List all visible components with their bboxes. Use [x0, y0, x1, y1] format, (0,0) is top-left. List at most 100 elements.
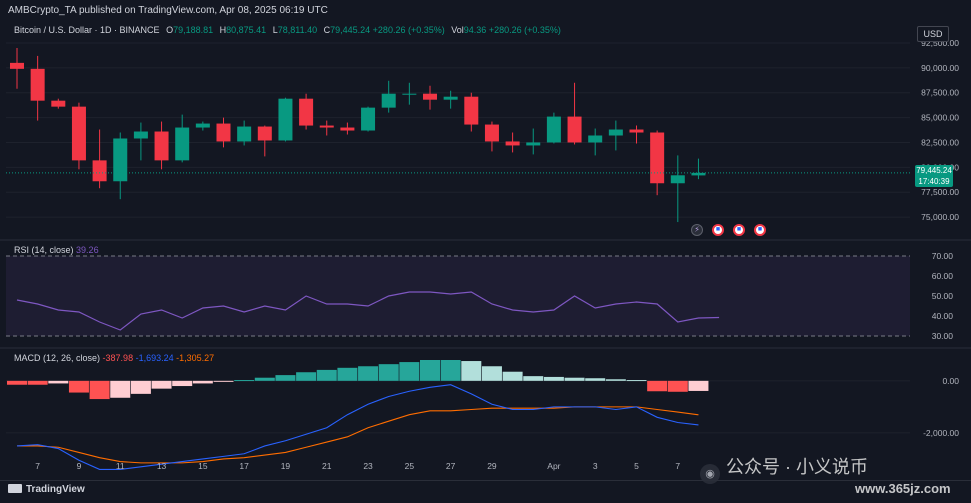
candle-body [464, 96, 479, 125]
macd-name: MACD (12, 26, close) [14, 353, 101, 363]
candle-body [588, 135, 603, 143]
candle-body [175, 127, 190, 161]
tradingview-logo-text: TradingView [26, 484, 85, 495]
rsi-band-fill [6, 256, 910, 336]
macd-histogram-bar [151, 380, 172, 389]
x-axis-tick: 13 [157, 461, 167, 471]
macd-histogram-bar [358, 366, 379, 381]
candle-body [505, 141, 520, 146]
rsi-axis-tick: 60.00 [932, 271, 954, 281]
x-axis-tick: 5 [634, 461, 639, 471]
macd-histogram-bar [254, 377, 275, 381]
candle-body [278, 98, 293, 141]
candle-body [443, 96, 458, 100]
candle-body [691, 172, 706, 176]
rsi-value: 39.26 [76, 245, 99, 255]
us-flag-event-icon[interactable]: ■ [733, 224, 745, 236]
macd-histogram-bar [585, 378, 606, 381]
symbol-legend: Bitcoin / U.S. Dollar · 1D · BINANCE O79… [14, 25, 561, 35]
macd-hist-value: -387.98 [102, 353, 134, 363]
candle-body [195, 123, 210, 128]
macd-histogram-bar [234, 380, 255, 382]
macd-histogram-bar [213, 380, 234, 382]
candle-body [319, 125, 334, 128]
high-label: H [219, 25, 227, 35]
macd-histogram-bar [316, 369, 337, 381]
candle-body [216, 123, 231, 142]
price-axis-tick: 85,000.00 [921, 113, 959, 123]
low-label: L [272, 25, 278, 35]
candle-body [608, 129, 623, 136]
macd-histogram-bar [172, 380, 193, 387]
candle-body [340, 127, 355, 131]
lightning-icon[interactable]: ⚡ [691, 224, 703, 236]
x-axis-tick: 15 [198, 461, 208, 471]
price-axis-tick: 77,500.00 [921, 187, 959, 197]
macd-signal-value: -1,305.27 [176, 353, 215, 363]
vol-change-value: +280.26 (+0.35%) [488, 25, 561, 35]
x-axis-tick: 7 [35, 461, 40, 471]
rsi-axis-tick: 50.00 [932, 291, 954, 301]
rsi-axis-tick: 30.00 [932, 331, 954, 341]
wechat-watermark: ◉ 公众号 · 小义说币 [700, 453, 868, 484]
x-axis-tick: 29 [487, 461, 497, 471]
macd-histogram-bar [27, 380, 48, 385]
candle-body [484, 124, 499, 142]
x-axis-tick: 21 [322, 461, 332, 471]
macd-histogram-bar [192, 380, 213, 384]
price-axis-tick: 92,500.00 [921, 38, 959, 48]
currency-button[interactable]: USD [917, 26, 949, 42]
candle-body [361, 107, 376, 131]
macd-signal-line [17, 406, 699, 464]
change-value: +280.26 (+0.35%) [372, 25, 445, 35]
candle-body [670, 175, 685, 184]
macd-axis-tick: 0.00 [942, 376, 959, 386]
price-axis-tick: 75,000.00 [921, 212, 959, 222]
macd-histogram-bar [523, 376, 544, 381]
us-flag-event-icon[interactable]: ■ [754, 224, 766, 236]
macd-histogram-bar [564, 377, 585, 381]
high-value: 80,875.41 [226, 25, 267, 35]
candle-body [133, 131, 148, 139]
rsi-line [16, 291, 720, 331]
x-axis-tick: 7 [675, 461, 680, 471]
x-axis-tick: 25 [405, 461, 415, 471]
candle-body [92, 160, 107, 182]
candle-body [51, 100, 66, 107]
close-label: C [323, 25, 331, 35]
candle-body [154, 131, 169, 161]
macd-histogram-bar [647, 380, 668, 392]
countdown-value: 17:40:39 [918, 177, 950, 186]
macd-histogram-bar [337, 367, 358, 381]
x-axis-tick: 23 [363, 461, 373, 471]
price-axis-tick: 90,000.00 [921, 63, 959, 73]
macd-histogram-bar [399, 362, 420, 381]
vol-value: 94.36 [463, 25, 487, 35]
candle-body [71, 106, 86, 161]
candle-body [567, 116, 582, 143]
open-value: 79,188.81 [173, 25, 214, 35]
rsi-axis-tick: 70.00 [932, 251, 954, 261]
candle-body [650, 132, 665, 184]
open-label: O [166, 25, 174, 35]
last-price-value: 79,445.24 [916, 166, 952, 175]
macd-histogram-bar [48, 380, 69, 384]
macd-histogram-bar [89, 380, 110, 400]
macd-histogram-bar [110, 380, 131, 398]
price-axis-tick: 87,500.00 [921, 88, 959, 98]
macd-legend: MACD (12, 26, close) -387.98 -1,693.24 -… [14, 353, 214, 363]
macd-histogram-bar [68, 380, 89, 393]
candle-body [10, 62, 24, 69]
macd-histogram-bar [667, 380, 688, 392]
macd-histogram-bar [296, 372, 317, 381]
us-flag-event-icon[interactable]: ■ [712, 224, 724, 236]
x-axis-tick: 3 [593, 461, 598, 471]
tradingview-logo[interactable]: TradingView [8, 484, 85, 495]
rsi-name: RSI (14, close) [14, 245, 74, 255]
candle-body [237, 126, 252, 142]
close-value: 79,445.24 [330, 25, 371, 35]
macd-histogram-bar [420, 360, 440, 381]
vol-label: Vol [451, 25, 464, 35]
x-axis-tick: 19 [281, 461, 291, 471]
